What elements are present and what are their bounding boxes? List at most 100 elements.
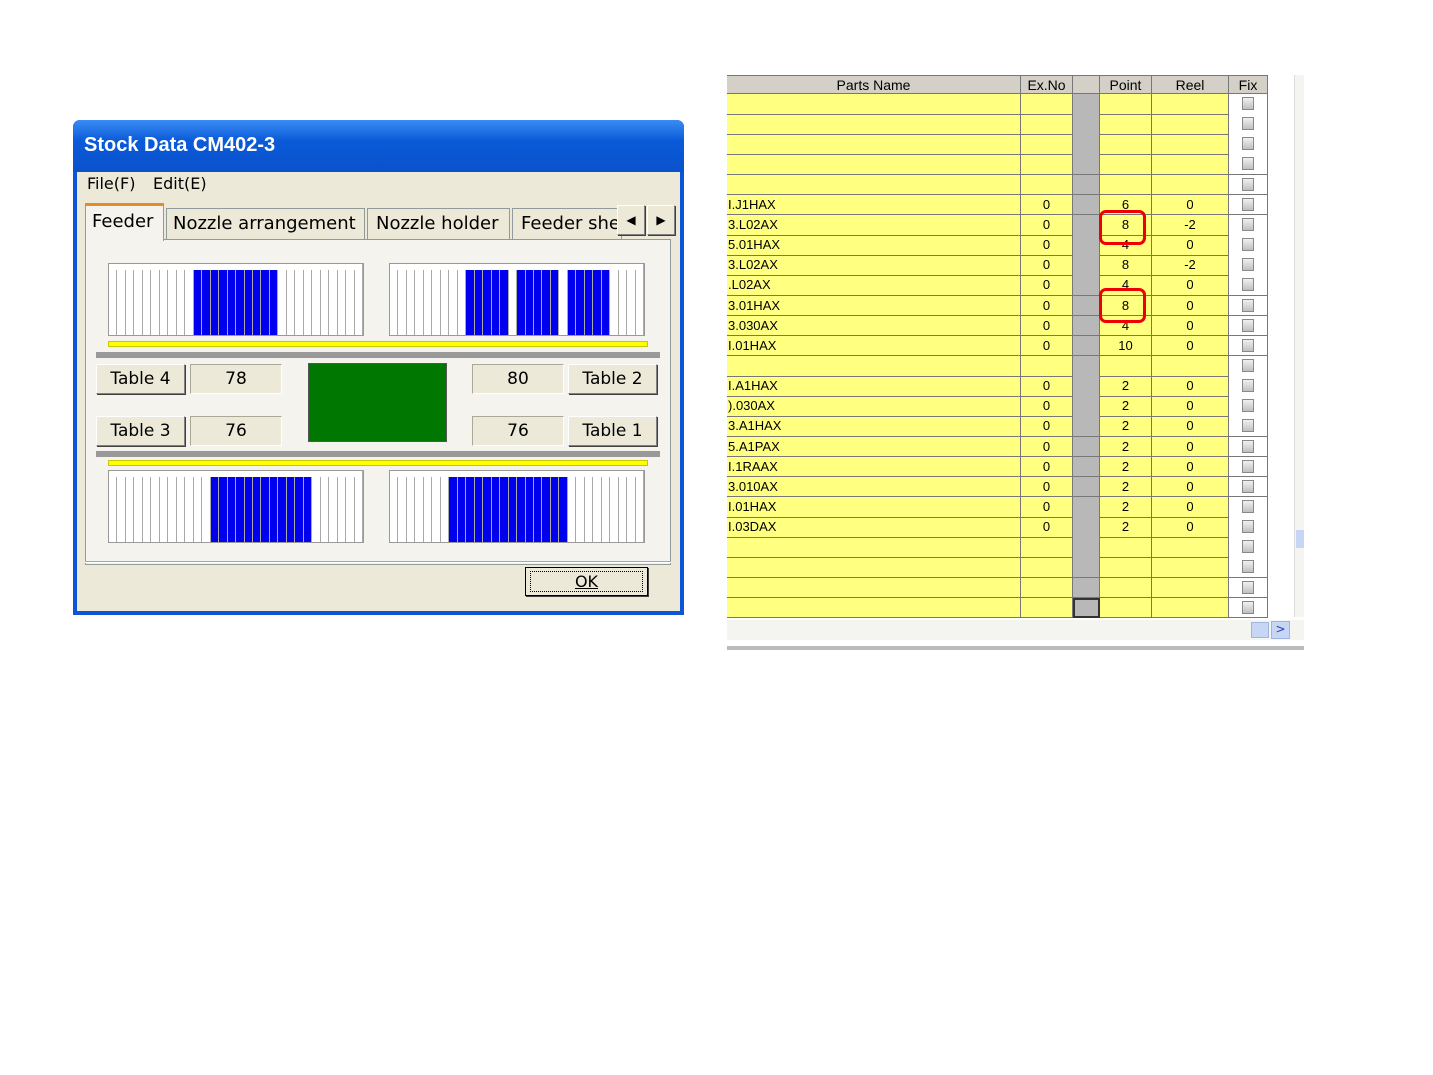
ok-button[interactable]: OK: [525, 567, 648, 596]
grid-cell: [1073, 497, 1100, 518]
tab[interactable]: Nozzle holder: [367, 208, 510, 239]
h-arrow[interactable]: >: [1271, 621, 1290, 639]
fix-checkbox[interactable]: [1242, 177, 1254, 191]
fix-checkbox[interactable]: [1242, 298, 1254, 312]
feeder-slot: [424, 270, 433, 335]
table-button[interactable]: Table 4: [96, 364, 185, 394]
grid-cell: 0: [1021, 315, 1073, 337]
grid-cell: [1100, 94, 1152, 115]
grid-cell: [1152, 355, 1229, 377]
fix-checkbox[interactable]: [1242, 197, 1254, 211]
fix-checkbox[interactable]: [1242, 258, 1254, 272]
fix-cell: [1229, 497, 1268, 518]
scroll-thumb[interactable]: [1296, 530, 1304, 548]
fix-cell: [1229, 154, 1268, 176]
grid-cell: I.01HAX: [727, 335, 1021, 357]
table-count: 76: [190, 416, 282, 446]
grid-cell: 3.A1HAX: [727, 416, 1021, 438]
grid-cell: [727, 114, 1021, 135]
feeder-slot: [312, 270, 321, 335]
feeder-slot: [185, 477, 194, 542]
grid-cell: [727, 557, 1021, 579]
table-button[interactable]: Table 3: [96, 416, 185, 446]
grid-cell: [1073, 194, 1100, 216]
fix-checkbox[interactable]: [1242, 358, 1254, 372]
grid-cell: 0: [1021, 214, 1073, 236]
grid-cell: [1073, 134, 1100, 155]
fix-checkbox[interactable]: [1242, 117, 1254, 131]
grid-cell: 3.01HAX: [727, 295, 1021, 317]
fix-checkbox[interactable]: [1242, 560, 1254, 574]
grid-cell: I.01HAX: [727, 497, 1021, 518]
h-thumb[interactable]: [1251, 622, 1269, 638]
title-bar: [73, 120, 684, 172]
feeder-strip: [389, 263, 645, 336]
feeder-slot: [236, 270, 245, 335]
tab[interactable]: Nozzle arrangement: [166, 208, 365, 239]
grid: [727, 75, 1268, 617]
grid-cell: [1073, 355, 1100, 377]
feeder-slot: [329, 477, 338, 542]
grid-cell: 8: [1100, 255, 1152, 276]
fix-checkbox[interactable]: [1242, 419, 1254, 433]
fix-checkbox[interactable]: [1242, 137, 1254, 151]
table-count: 80: [472, 364, 564, 394]
separator: [85, 561, 671, 563]
menu-file[interactable]: File(F): [87, 174, 136, 193]
fix-checkbox[interactable]: [1242, 278, 1254, 292]
feeder-slot: [109, 477, 118, 542]
feeder-slot: [407, 270, 416, 335]
fix-checkbox[interactable]: [1242, 217, 1254, 231]
fix-checkbox[interactable]: [1242, 479, 1254, 493]
fix-checkbox[interactable]: [1242, 399, 1254, 413]
fix-checkbox[interactable]: [1242, 338, 1254, 352]
tab[interactable]: Feeder she: [512, 208, 622, 239]
table-button[interactable]: Table 2: [568, 364, 657, 394]
fix-checkbox[interactable]: [1242, 459, 1254, 473]
grid-cell: I.A1HAX: [727, 376, 1021, 397]
grid-cell: 4: [1100, 275, 1152, 296]
grid-cell: 2: [1100, 497, 1152, 518]
grid-cell: ).030AX: [727, 396, 1021, 417]
menu-edit[interactable]: Edit(E): [153, 174, 207, 193]
fix-checkbox[interactable]: [1242, 157, 1254, 171]
scroll-left[interactable]: ◀: [617, 205, 645, 235]
feeder-slot: [432, 477, 441, 542]
column-header: Ex.No: [1021, 75, 1073, 94]
fix-checkbox[interactable]: [1242, 600, 1254, 614]
feeder-slot: [109, 270, 118, 335]
fix-cell: [1229, 517, 1268, 538]
fix-checkbox[interactable]: [1242, 439, 1254, 453]
fix-checkbox[interactable]: [1242, 500, 1254, 513]
grid-cell: 0: [1021, 376, 1073, 397]
grid-cell: 0: [1021, 335, 1073, 357]
fix-checkbox[interactable]: [1242, 379, 1254, 393]
fix-checkbox[interactable]: [1242, 520, 1254, 534]
grid-cell: [1021, 577, 1073, 599]
feeder-slot: [134, 477, 143, 542]
fix-checkbox[interactable]: [1242, 580, 1254, 594]
grid-cell: 0: [1152, 295, 1229, 317]
grid-cell: [1152, 557, 1229, 579]
tab[interactable]: Feeder: [85, 203, 164, 241]
fix-cell: [1229, 94, 1268, 115]
fix-checkbox[interactable]: [1242, 540, 1254, 554]
fix-cell: [1229, 295, 1268, 317]
feeder-slot: [542, 270, 551, 335]
gray-rail: [96, 352, 660, 358]
grid-cell: 4: [1100, 315, 1152, 337]
grid-cell: 0: [1021, 295, 1073, 317]
fix-checkbox[interactable]: [1242, 238, 1254, 252]
grid-cell: 0: [1021, 255, 1073, 276]
fix-cell: [1229, 214, 1268, 236]
fix-checkbox[interactable]: [1242, 318, 1254, 332]
grid-cell: [1021, 557, 1073, 579]
grid-cell: 0: [1152, 235, 1229, 256]
feeder-slot: [295, 477, 304, 542]
table-button[interactable]: Table 1: [568, 416, 657, 446]
feeder-slot: [194, 477, 203, 542]
scroll-right[interactable]: ▶: [647, 205, 675, 235]
feeder-slot: [219, 477, 228, 542]
fix-checkbox[interactable]: [1242, 97, 1254, 110]
grid-cell: [1073, 517, 1100, 538]
